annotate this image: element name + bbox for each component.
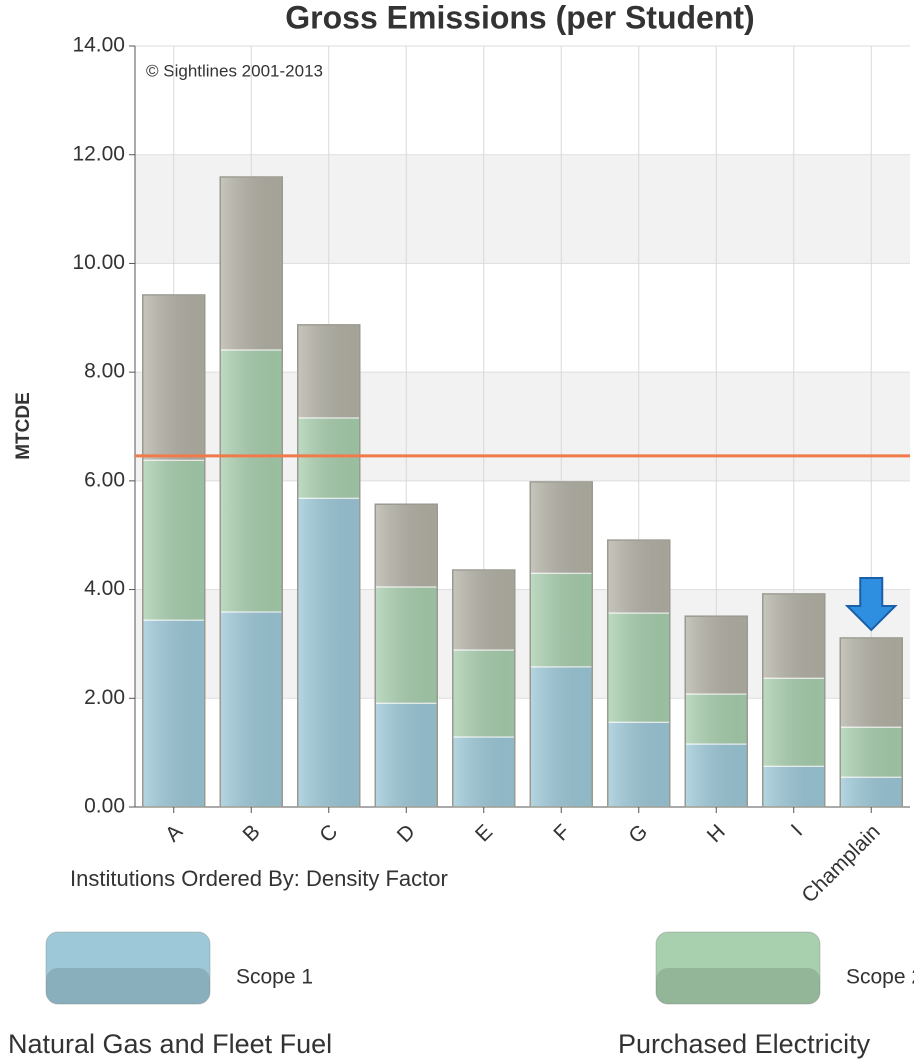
x-tick-label: G xyxy=(624,820,652,848)
x-tick-label: C xyxy=(315,820,342,847)
bar-shade xyxy=(840,637,903,728)
bar-shade xyxy=(142,460,205,621)
annotation: © Sightlines 2001-2013 xyxy=(146,61,323,80)
bar-shade xyxy=(452,736,515,807)
legend-label: Scope 1 xyxy=(236,966,313,989)
bar-shade xyxy=(685,743,748,807)
bar-shade xyxy=(220,611,283,807)
bar-shade xyxy=(297,417,360,499)
x-tick-label: I xyxy=(787,820,807,840)
bar-shade xyxy=(375,586,438,704)
bar-shade xyxy=(220,177,283,350)
bar-shade xyxy=(840,777,903,807)
legend-swatch xyxy=(655,931,821,1005)
legend-swatch-shade xyxy=(46,968,210,1004)
bar-shade xyxy=(375,504,438,587)
x-tick-label: D xyxy=(393,820,420,847)
y-tick-label: 6.00 xyxy=(84,468,125,491)
y-tick-label: 4.00 xyxy=(84,577,125,600)
x-axis-label: Institutions Ordered By: Density Factor xyxy=(70,866,448,891)
bar-shade xyxy=(375,703,438,807)
y-tick-label: 14.00 xyxy=(72,34,125,57)
x-tick-label: E xyxy=(471,820,497,846)
legend-swatch xyxy=(45,931,211,1005)
bar-shade xyxy=(685,616,748,694)
y-tick-label: 8.00 xyxy=(84,360,125,383)
legend-swatch-shade xyxy=(656,968,820,1004)
bar-shade xyxy=(142,620,205,807)
y-tick-label: 0.00 xyxy=(84,795,125,818)
bar-shade xyxy=(297,324,360,418)
bar-shade xyxy=(452,649,515,737)
bar-shade xyxy=(220,349,283,612)
bar-shade xyxy=(530,666,593,807)
bar-shade xyxy=(607,540,670,613)
bar-shade xyxy=(762,593,825,679)
bar-shade xyxy=(840,727,903,778)
bar-shade xyxy=(297,498,360,807)
legend-description: Natural Gas and Fleet Fuel xyxy=(8,1029,332,1059)
highlight-arrow xyxy=(844,576,898,632)
x-tick-label: B xyxy=(239,820,265,846)
legend-label: Scope 2 xyxy=(846,966,914,989)
x-tick-label: Champlain xyxy=(797,820,884,907)
x-tick-label: F xyxy=(549,820,574,845)
y-tick-label: 10.00 xyxy=(72,251,125,274)
x-tick-label: A xyxy=(161,820,187,846)
bar-shade xyxy=(762,678,825,767)
chart-title: Gross Emissions (per Student) xyxy=(285,0,754,35)
y-axis-label: MTCDE xyxy=(13,392,34,460)
bar-shade xyxy=(607,722,670,807)
x-tick-label: H xyxy=(703,820,730,847)
bar-shade xyxy=(142,294,205,461)
bar-shade xyxy=(607,612,670,723)
y-tick-label: 2.00 xyxy=(84,686,125,709)
bar-shade xyxy=(530,481,593,574)
bar-shade xyxy=(762,766,825,807)
bar-shade xyxy=(452,570,515,650)
bar-shade xyxy=(685,693,748,744)
bar-shade xyxy=(530,573,593,667)
legend-description: Purchased Electricity xyxy=(618,1029,871,1059)
y-tick-label: 12.00 xyxy=(72,142,125,165)
